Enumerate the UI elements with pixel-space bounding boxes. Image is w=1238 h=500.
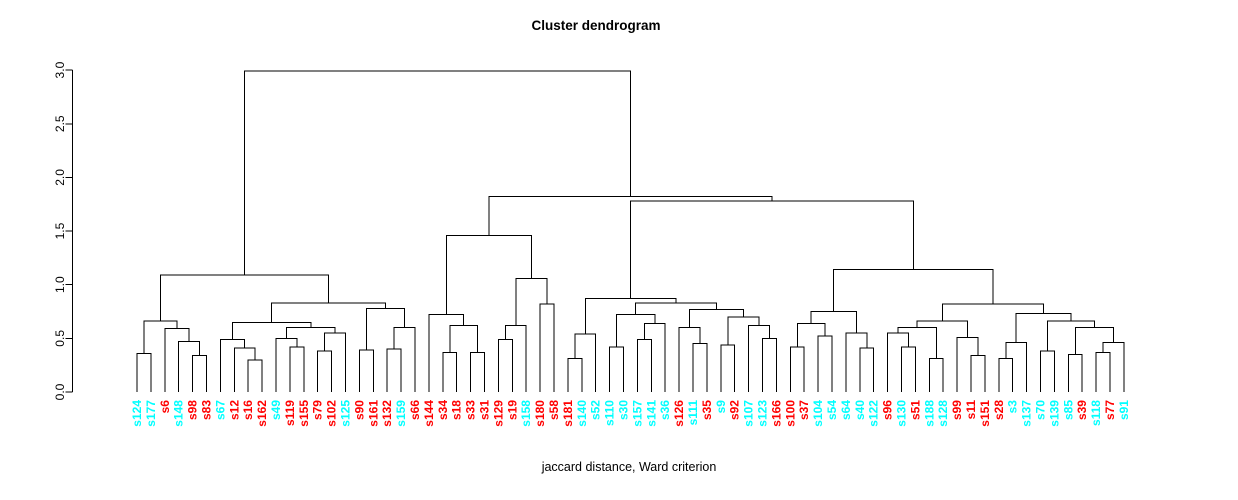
leaf-label: s34: [436, 400, 450, 420]
y-tick-label: 1.5: [53, 222, 67, 239]
leaf-label: s125: [339, 400, 353, 427]
leaf-label: s141: [644, 400, 658, 427]
leaf-label: s91: [1117, 400, 1131, 420]
leaf-label: s158: [519, 400, 533, 427]
leaf-label: s35: [700, 400, 714, 420]
x-axis-caption: jaccard distance, Ward criterion: [541, 460, 717, 474]
y-tick-label: 3.0: [53, 61, 67, 78]
leaf-label: s123: [756, 400, 770, 427]
y-tick-label: 0.5: [53, 330, 67, 347]
leaf-label: s3: [1006, 400, 1020, 414]
leaf-label: s28: [992, 400, 1006, 420]
chart-title: Cluster dendrogram: [531, 18, 661, 33]
leaf-label: s52: [589, 400, 603, 420]
dendrogram-branches: [136, 70, 1125, 392]
leaf-label: s119: [283, 400, 297, 426]
leaf-label: s130: [895, 400, 909, 427]
leaf-label: s18: [450, 400, 464, 420]
leaf-label: s85: [1061, 400, 1075, 420]
leaf-label: s83: [200, 400, 214, 420]
y-tick-label: 0.0: [53, 383, 67, 400]
leaf-label: s124: [130, 400, 144, 427]
y-tick-label: 2.5: [53, 115, 67, 132]
leaf-label: s122: [867, 400, 881, 427]
leaf-label: s139: [1047, 400, 1061, 427]
leaf-label: s12: [227, 400, 241, 420]
leaf-label: s166: [769, 400, 783, 427]
leaf-label: s40: [853, 400, 867, 420]
leaf-label: s180: [533, 400, 547, 427]
leaf-label: s104: [811, 400, 825, 427]
leaf-label: s37: [797, 400, 811, 420]
leaf-label: s98: [186, 400, 200, 420]
leaf-label: s66: [408, 400, 422, 420]
leaf-label: s129: [491, 400, 505, 427]
leaf-label: s148: [172, 400, 186, 427]
leaf-label: s188: [922, 400, 936, 427]
leaf-label: s64: [839, 400, 853, 420]
leaf-label: s58: [547, 400, 561, 420]
leaf-label: s54: [825, 400, 839, 420]
y-tick-label: 2.0: [53, 169, 67, 186]
leaf-label: s99: [950, 400, 964, 420]
leaf-label: s67: [213, 400, 227, 420]
leaf-label: s177: [144, 400, 158, 427]
leaf-label: s70: [1034, 400, 1048, 420]
leaf-label: s151: [978, 400, 992, 427]
leaf-label: s144: [422, 400, 436, 427]
leaf-label: s9: [714, 400, 728, 414]
leaf-label: s128: [936, 400, 950, 427]
leaf-label: s162: [255, 400, 269, 427]
leaf-label: s118: [1089, 400, 1103, 426]
leaf-label: s107: [742, 400, 756, 427]
leaf-label: s31: [478, 400, 492, 420]
leaf-label: s92: [728, 400, 742, 420]
leaf-label: s39: [1075, 400, 1089, 420]
leaf-label: s30: [617, 400, 631, 420]
y-tick-label: 1.0: [53, 276, 67, 293]
leaf-label: s132: [380, 400, 394, 427]
leaf-label: s16: [241, 400, 255, 420]
leaf-label: s33: [464, 400, 478, 420]
leaf-label: s140: [575, 400, 589, 427]
leaf-label: s79: [311, 400, 325, 420]
leaf-label: s11: [964, 400, 978, 420]
leaf-label: s77: [1103, 400, 1117, 420]
leaf-label: s110: [603, 400, 617, 426]
leaf-label: s49: [269, 400, 283, 420]
leaf-label: s36: [658, 400, 672, 420]
leaf-label: s100: [783, 400, 797, 427]
leaf-label: s181: [561, 400, 575, 427]
leaf-label: s90: [352, 400, 366, 420]
leaf-label: s126: [672, 400, 686, 427]
leaf-label: s137: [1020, 400, 1034, 427]
leaf-label: s159: [394, 400, 408, 427]
leaf-label: s96: [881, 400, 895, 420]
leaf-label: s51: [908, 400, 922, 420]
leaf-label: s161: [366, 400, 380, 427]
leaf-label: s102: [325, 400, 339, 427]
leaf-label: s157: [630, 400, 644, 427]
leaf-label: s6: [158, 400, 172, 414]
leaf-label: s111: [686, 400, 700, 426]
leaf-label: s155: [297, 400, 311, 427]
leaf-label: s19: [505, 400, 519, 420]
